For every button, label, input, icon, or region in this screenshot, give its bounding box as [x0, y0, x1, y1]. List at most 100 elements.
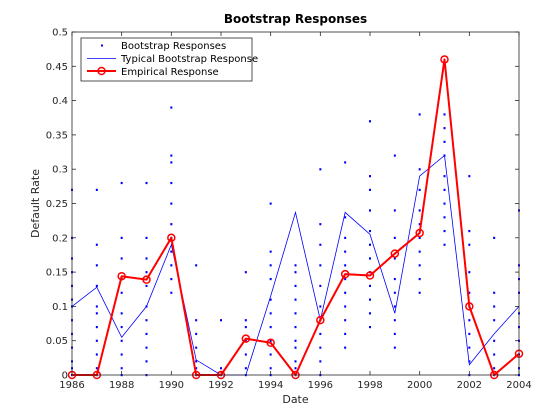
bootstrap-point [170, 277, 173, 281]
y-tick-label: 0.05 [46, 336, 68, 347]
bootstrap-point [418, 209, 421, 212]
bootstrap-point [468, 332, 471, 336]
bootstrap-point [369, 209, 371, 212]
typical-bootstrap-response-series [71, 154, 520, 376]
bootstrap-point [294, 360, 297, 363]
bootstrap-point [145, 360, 148, 363]
bootstrap-point [145, 284, 148, 288]
bootstrap-point [344, 264, 347, 267]
bootstrap-point [269, 339, 272, 342]
bootstrap-point [269, 367, 272, 370]
bootstrap-point [418, 250, 421, 253]
bootstrap-point [393, 277, 396, 281]
bootstrap-point [468, 243, 471, 246]
bootstrap-point [319, 332, 322, 336]
bootstrap-point [244, 367, 247, 370]
bootstrap-point [319, 223, 322, 226]
bootstrap-point [319, 264, 322, 267]
y-tick-label: 0.4 [52, 96, 68, 107]
legend-label-typical: Typical Bootstrap Response [120, 54, 258, 65]
plot-frame [71, 31, 520, 376]
bootstrap-point [120, 312, 123, 315]
bootstrap-point [393, 257, 396, 260]
x-axis-label: Date [282, 393, 309, 406]
bootstrap-point [269, 264, 272, 267]
bootstrap-point [244, 325, 247, 329]
bootstrap-point [369, 229, 371, 233]
bootstrap-point [244, 353, 247, 356]
bootstrap-point [344, 305, 347, 308]
bootstrap-point [344, 161, 347, 164]
empirical-point [241, 334, 251, 343]
bootstrap-point [418, 223, 421, 226]
y-axis-label: Default Rate [29, 169, 42, 238]
bootstrap-point [369, 120, 371, 123]
bootstrap-point [468, 271, 471, 274]
bootstrap-point [269, 298, 272, 301]
bootstrap-point [195, 264, 198, 267]
bootstrap-point [294, 264, 297, 267]
legend-label-empirical: Empirical Response [121, 67, 219, 78]
bootstrap-point [95, 243, 98, 246]
bootstrap-point [468, 319, 471, 322]
bootstrap-point [393, 209, 396, 212]
bootstrap-point [145, 271, 148, 274]
bootstrap-point [95, 325, 98, 329]
y-tick-label: 0.35 [46, 130, 68, 141]
bootstrap-point [294, 325, 297, 329]
legend-dot-marker [101, 44, 103, 47]
bootstrap-point [269, 277, 272, 281]
bootstrap-point [369, 312, 371, 315]
bootstrap-point [170, 154, 173, 157]
legend: Bootstrap Responses Typical Bootstrap Re… [80, 37, 258, 82]
bootstrap-point [418, 277, 421, 281]
bootstrap-point [269, 353, 272, 356]
y-tick-label: 0.3 [52, 165, 68, 176]
bootstrap-point [369, 284, 371, 288]
bootstrap-point [393, 154, 396, 157]
bootstrap-point [468, 346, 471, 349]
bootstrap-point [344, 250, 347, 253]
x-tick-label: 2002 [457, 380, 482, 391]
x-tick-label: 1990 [159, 380, 184, 391]
bootstrap-point [443, 202, 446, 205]
bootstrap-point [443, 127, 446, 130]
y-tick-label: 0.15 [46, 268, 68, 279]
bootstrap-point [418, 188, 421, 191]
x-tick-label: 2000 [407, 380, 432, 391]
bootstrap-point [95, 284, 98, 288]
empirical-point [117, 271, 126, 281]
bootstrap-point [344, 346, 347, 349]
bootstrap-point [195, 346, 198, 349]
bootstrap-point [319, 346, 322, 349]
bootstrap-point [120, 291, 123, 294]
bootstrap-point [120, 353, 123, 356]
bootstrap-point [294, 312, 297, 315]
bootstrap-point [493, 305, 496, 308]
bootstrap-point [393, 319, 396, 322]
bootstrap-point [95, 305, 98, 308]
bootstrap-point [319, 360, 322, 363]
typical-response-line [71, 154, 520, 376]
bootstrap-point [170, 264, 173, 267]
legend-box [80, 37, 253, 82]
bootstrap-point [120, 257, 123, 260]
bootstrap-point [244, 339, 247, 342]
empirical-point [316, 315, 325, 325]
bootstrap-point [344, 236, 347, 239]
bootstrap-point [269, 202, 272, 205]
bootstrap-point [145, 319, 148, 322]
bootstrap-point [319, 168, 322, 171]
legend-circle-marker [97, 66, 106, 76]
bootstrap-point [120, 181, 123, 185]
legend-label-bootstrap: Bootstrap Responses [121, 41, 226, 52]
y-tick-label: 0.5 [52, 28, 68, 39]
legend-entry-empirical: Empirical Response [87, 66, 219, 78]
bootstrap-point [443, 113, 446, 116]
bootstrap-point [269, 325, 272, 329]
x-tick-label: 1986 [59, 380, 84, 391]
bootstrap-point [468, 291, 471, 294]
x-tick-label: 1994 [258, 380, 283, 391]
bootstrap-point [145, 257, 148, 260]
